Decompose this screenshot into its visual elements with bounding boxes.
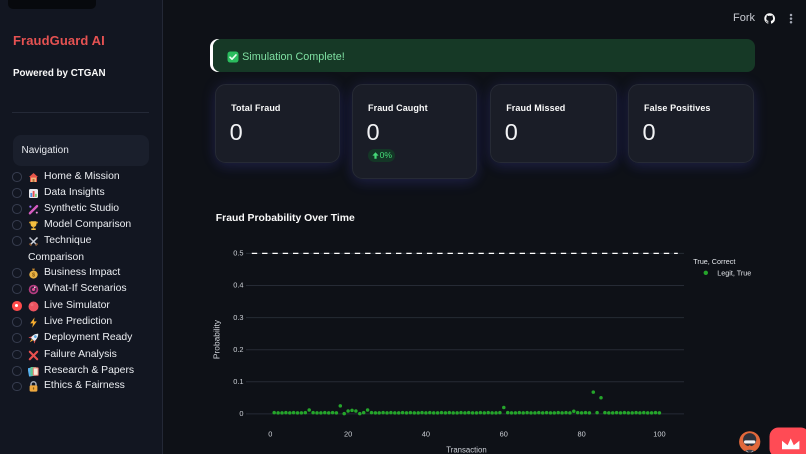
svg-text:0.3: 0.3 <box>233 313 243 322</box>
svg-text:0.4: 0.4 <box>233 281 243 290</box>
svg-text:20: 20 <box>344 430 352 439</box>
svg-text:0.2: 0.2 <box>233 345 243 354</box>
svg-text:$: $ <box>32 272 36 278</box>
svg-text:0.5: 0.5 <box>233 249 243 258</box>
svg-text:Probability: Probability <box>211 319 221 359</box>
svg-text:Transaction: Transaction <box>446 446 486 454</box>
svg-text:0.1: 0.1 <box>233 377 243 386</box>
svg-text:60: 60 <box>500 430 508 439</box>
svg-text:True, Correct: True, Correct <box>693 257 735 266</box>
svg-text:80: 80 <box>577 430 585 439</box>
svg-text:40: 40 <box>422 430 430 439</box>
svg-text:Legit, True: Legit, True <box>717 269 751 278</box>
svg-text:100: 100 <box>653 430 665 439</box>
svg-text:0: 0 <box>239 409 243 418</box>
svg-text:0: 0 <box>268 430 272 439</box>
